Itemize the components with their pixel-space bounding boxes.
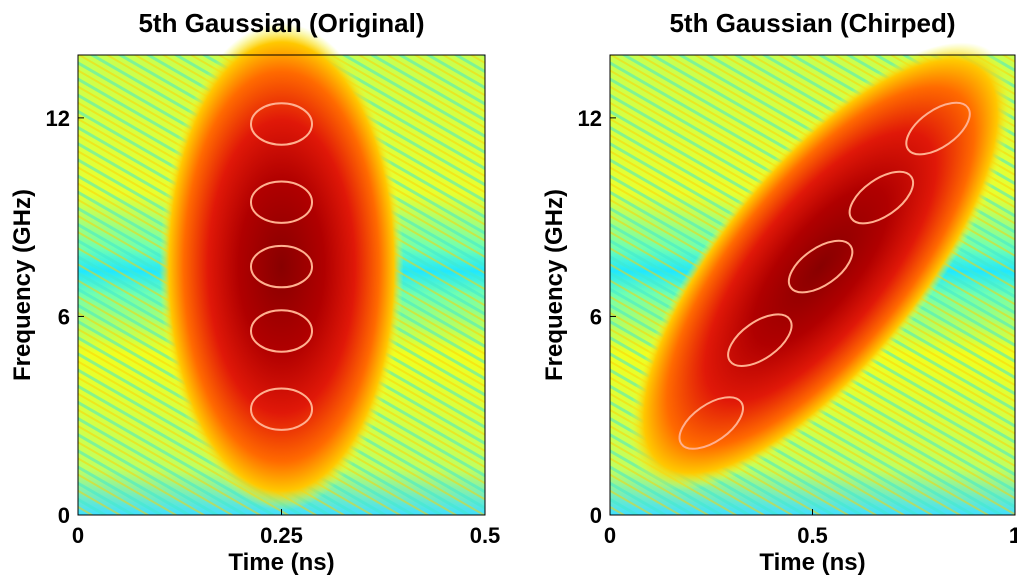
chart-title: 5th Gaussian (Chirped) — [669, 8, 955, 38]
x-tick-label: 0 — [604, 523, 616, 548]
y-tick-label: 6 — [58, 304, 70, 329]
heatmap — [610, 42, 1015, 515]
contour — [249, 309, 314, 353]
x-tick-label: 0.25 — [260, 523, 303, 548]
y-tick-label: 0 — [58, 503, 70, 528]
y-tick-label: 0 — [590, 503, 602, 528]
contour — [249, 244, 314, 289]
y-tick-label: 6 — [590, 304, 602, 329]
x-tick-label: 0 — [72, 523, 84, 548]
contour — [905, 101, 971, 156]
y-tick-label: 12 — [578, 106, 602, 131]
y-axis-label: Frequency (GHz) — [9, 189, 36, 381]
contour — [249, 180, 314, 224]
y-tick-label: 12 — [46, 106, 70, 131]
x-tick-label: 1 — [1009, 523, 1017, 548]
contour — [787, 239, 854, 294]
x-axis-label: Time (ns) — [759, 549, 865, 576]
chart-title: 5th Gaussian (Original) — [138, 8, 424, 38]
contour — [249, 102, 314, 146]
x-axis-label: Time (ns) — [228, 549, 334, 576]
energy-blob — [159, 22, 404, 511]
x-tick-label: 0.5 — [470, 523, 501, 548]
heatmap — [78, 22, 485, 515]
y-axis-label: Frequency (GHz) — [541, 189, 568, 381]
contour — [848, 170, 915, 225]
contour — [249, 387, 314, 431]
x-tick-label: 0.5 — [797, 523, 828, 548]
contour — [727, 313, 793, 367]
contour — [678, 396, 744, 450]
